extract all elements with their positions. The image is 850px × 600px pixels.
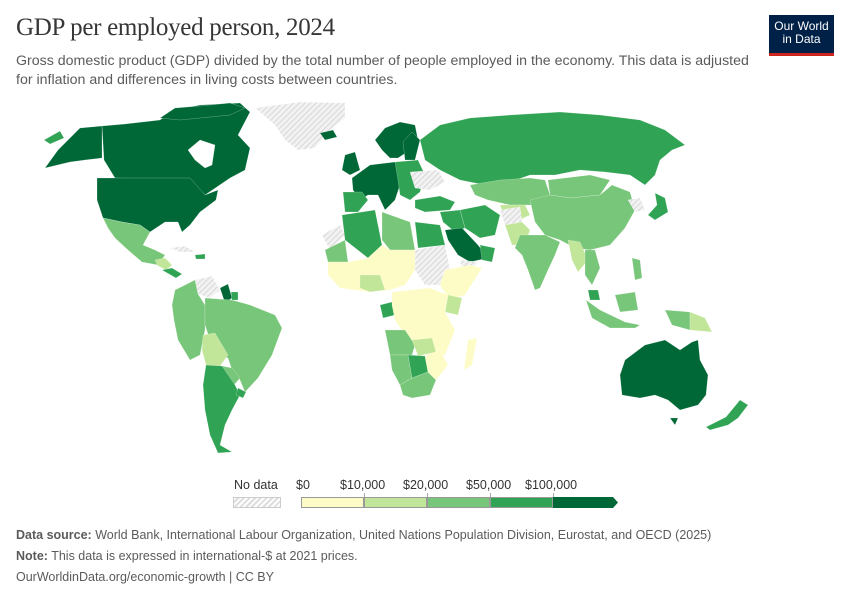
legend-bin-label-0: $0 (296, 478, 310, 492)
country-libya[interactable] (381, 211, 416, 251)
country-new-zealand[interactable] (705, 399, 749, 431)
country-myanmar-laos[interactable] (567, 239, 589, 273)
country-madagascar[interactable] (463, 337, 478, 371)
country-philippines[interactable] (631, 257, 643, 281)
data-source-label: Data source: (16, 528, 92, 542)
legend-swatch-0-10k[interactable] (301, 497, 364, 508)
country-russia[interactable] (419, 111, 686, 186)
country-tasmania[interactable] (669, 417, 679, 426)
country-dominican-republic[interactable] (194, 253, 206, 260)
country-north-korea[interactable] (627, 197, 646, 213)
data-source-text: World Bank, International Labour Organiz… (95, 528, 712, 542)
note-label: Note: (16, 549, 48, 563)
country-venezuela[interactable] (194, 275, 221, 299)
country-papua-new-guinea[interactable] (689, 311, 713, 333)
country-borneo[interactable] (614, 291, 639, 313)
legend-no-data-label: No data (234, 478, 278, 492)
legend-tick (490, 493, 491, 497)
world-map[interactable] (0, 95, 850, 470)
hudson-bay (187, 139, 216, 169)
country-south-africa[interactable] (399, 371, 437, 399)
color-legend: No data $0 $10,000 $20,000 $50,000 $100,… (0, 476, 850, 516)
country-suriname[interactable] (230, 291, 239, 301)
legend-tick (427, 493, 428, 497)
country-saudi-arabia[interactable] (444, 227, 489, 263)
country-afghanistan[interactable] (499, 206, 523, 226)
country-cuba[interactable] (169, 245, 196, 253)
country-malaysia[interactable] (587, 289, 601, 301)
legend-swatch-10k-20k[interactable] (364, 497, 427, 508)
country-colombia-peru-ecuador[interactable] (171, 279, 206, 361)
legend-bin-label-3: $50,000 (466, 478, 512, 492)
region-sahel-west-africa[interactable] (327, 244, 416, 293)
country-panama-costa-rica[interactable] (161, 267, 183, 279)
data-source-line: Data source: World Bank, International L… (16, 528, 711, 542)
region-eastern-europe[interactable] (394, 159, 426, 201)
country-china[interactable] (529, 184, 636, 251)
country-thailand-vietnam[interactable] (584, 249, 601, 286)
legend-swatch-100k-plus[interactable] (553, 497, 619, 508)
country-angola[interactable] (384, 329, 416, 356)
legend-tick (364, 493, 365, 497)
legend-tick (553, 493, 554, 497)
country-japan[interactable] (647, 192, 669, 221)
country-spain-portugal[interactable] (342, 191, 369, 213)
country-ethiopia-somalia[interactable] (439, 264, 483, 301)
country-oman-uae[interactable] (479, 244, 496, 263)
country-argentina[interactable] (202, 364, 241, 454)
legend-bin-label-1: $10,000 (340, 478, 386, 492)
country-ukraine[interactable] (409, 169, 446, 191)
country-uk-ireland[interactable] (341, 151, 361, 176)
note-text: This data is expressed in international-… (51, 549, 358, 563)
legend-swatch-20k-50k[interactable] (427, 497, 490, 508)
chart-subtitle: Gross domestic product (GDP) divided by … (16, 53, 749, 88)
legend-swatch-50k-100k[interactable] (490, 497, 553, 508)
legend-no-data-swatch[interactable] (233, 497, 281, 508)
country-india[interactable] (514, 234, 561, 291)
note-line: Note: This data is expressed in internat… (16, 549, 358, 563)
country-mexico[interactable] (102, 217, 166, 266)
country-central-america[interactable] (154, 257, 173, 271)
country-greenland[interactable] (254, 101, 346, 151)
country-new-guinea-west[interactable] (664, 309, 691, 331)
country-iceland[interactable] (319, 129, 338, 141)
country-turkey[interactable] (414, 195, 456, 213)
legend-bin-label-4: $100,000 (525, 478, 578, 492)
country-australia[interactable] (619, 339, 709, 411)
legend-bin-label-2: $20,000 (403, 478, 449, 492)
country-mozambique-zimbabwe[interactable] (424, 349, 449, 381)
country-canada-islands[interactable] (159, 102, 246, 121)
country-nigeria-ghana[interactable] (359, 274, 386, 293)
logo-line-1: Our World (774, 19, 829, 33)
chart-title: GDP per employed person, 2024 (16, 14, 335, 41)
country-alaska-west[interactable] (43, 130, 65, 145)
owid-logo[interactable]: Our World in Data (769, 15, 834, 56)
country-alaska[interactable] (44, 125, 103, 169)
country-uruguay[interactable] (235, 387, 247, 399)
logo-line-2: in Data (782, 32, 821, 46)
country-egypt[interactable] (414, 221, 446, 249)
country-indonesia[interactable] (585, 299, 641, 329)
country-finland[interactable] (402, 131, 421, 161)
source-url-link[interactable]: OurWorldinData.org/economic-growth | CC … (16, 570, 274, 584)
